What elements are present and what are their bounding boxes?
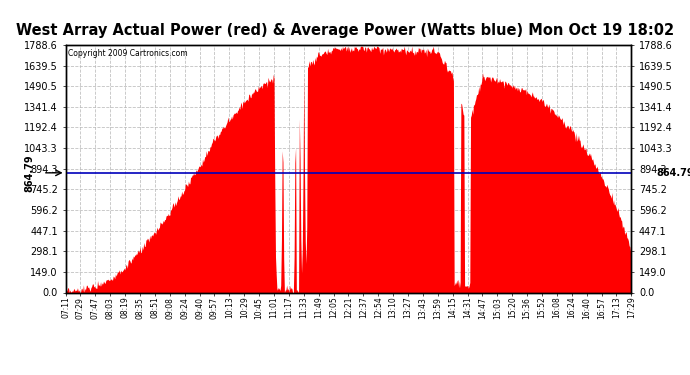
Text: West Array Actual Power (red) & Average Power (Watts blue) Mon Oct 19 18:02: West Array Actual Power (red) & Average …: [16, 22, 674, 38]
Text: 864.79: 864.79: [657, 168, 690, 178]
Text: Copyright 2009 Cartronics.com: Copyright 2009 Cartronics.com: [68, 49, 188, 58]
Text: 864.79: 864.79: [24, 154, 34, 192]
